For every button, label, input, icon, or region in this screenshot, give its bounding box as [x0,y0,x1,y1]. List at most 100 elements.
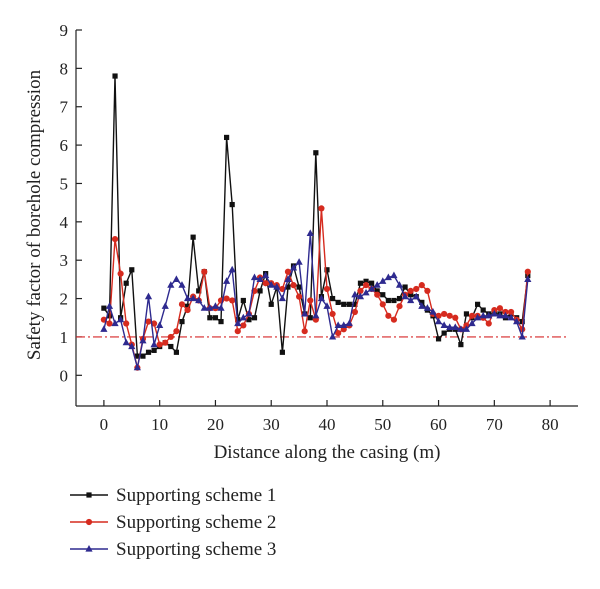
data-point-triangle [161,302,169,309]
data-point-triangle [429,308,437,315]
data-point-triangle [479,311,487,319]
data-point-triangle [133,363,141,371]
x-tick-label: 0 [100,415,109,434]
data-point-circle [162,339,169,346]
data-point-triangle [195,296,203,304]
x-axis-title: Distance along the casing (m) [214,442,441,463]
data-point-circle [507,308,515,316]
data-point-triangle [234,319,242,327]
data-point-circle [123,320,130,327]
y-tick-label: 8 [60,59,69,78]
data-point-triangle [468,319,476,327]
data-point-triangle [117,315,125,323]
data-point-triangle [501,311,510,319]
data-point-square [101,305,107,311]
data-point-circle [279,285,286,293]
data-point-triangle [111,319,119,327]
data-point-circle [145,318,152,325]
data-point-square [224,134,230,141]
data-point-circle [117,270,124,277]
data-point-square [207,315,213,321]
data-point-triangle [340,321,348,329]
data-point-triangle [446,323,454,330]
data-point-circle [357,287,364,294]
data-point-triangle [139,336,147,344]
data-point-circle [290,282,297,289]
data-point-circle [223,295,230,302]
data-point-square [296,284,302,290]
data-point-triangle [351,290,359,298]
data-point-triangle [183,294,192,302]
data-point-triangle [278,294,286,302]
data-point-triangle [390,271,398,279]
data-point-square [307,315,313,321]
data-point-triangle [323,302,331,309]
data-point-triangle [485,311,493,319]
data-point-triangle [122,338,130,346]
data-point-circle [156,341,163,348]
data-point-square [179,318,185,325]
data-point-triangle [524,275,532,282]
data-point-triangle [345,319,353,327]
data-point-triangle [189,294,197,302]
data-point-triangle [150,340,158,348]
data-point-square [151,347,157,353]
data-point-circle [184,306,191,314]
data-point-circle [390,316,398,323]
data-point-circle [240,322,247,329]
data-point-circle [167,333,174,341]
data-point-square [396,295,403,302]
data-point-triangle [362,288,370,296]
data-point-square [335,299,341,306]
series-2 [100,205,531,371]
data-point-triangle [379,277,387,284]
x-tick-label: 40 [319,415,336,434]
data-point-square [458,342,464,348]
data-point-triangle [128,342,136,350]
data-point-circle [413,285,420,293]
data-point-circle [407,287,414,294]
data-point-triangle [440,321,448,329]
data-point-square [129,267,135,273]
data-point-square [363,278,369,284]
data-point-circle [351,308,358,316]
data-point-square [391,297,397,304]
data-point-triangle [289,263,298,271]
data-point-square [380,292,386,298]
data-point-triangle [518,332,526,340]
data-point-triangle [105,302,114,309]
data-point-square [246,317,252,323]
data-point-circle [85,518,93,526]
data-point-square [480,307,486,313]
data-point-square [329,295,336,302]
data-point-triangle [306,229,314,236]
data-point-triangle [223,277,231,284]
data-point-square [463,311,470,317]
data-point-square [240,297,246,304]
data-point-circle [111,236,119,243]
data-point-circle [318,205,325,212]
x-tick-label: 30 [263,415,280,434]
data-point-circle [106,320,113,327]
data-point-circle [379,301,386,308]
data-point-triangle [200,304,208,311]
legend-label: Supporting scheme 3 [116,539,276,560]
data-point-square [123,280,129,286]
data-point-circle [385,312,392,319]
data-point-triangle [100,325,108,332]
data-point-square [86,492,92,498]
data-point-square [229,201,235,208]
data-point-circle [201,268,208,275]
data-point-triangle [301,309,309,317]
data-point-triangle [156,321,164,329]
data-point-triangle [507,313,515,321]
y-tick-label: 3 [60,251,69,270]
data-point-triangle [474,313,482,321]
data-point-circle [323,285,331,293]
data-point-square [285,284,291,290]
data-point-circle [229,297,236,304]
legend: Supporting scheme 1 Supporting scheme 2 Su… [70,485,276,560]
data-point-triangle [85,545,93,552]
x-tick-label: 50 [374,415,391,434]
